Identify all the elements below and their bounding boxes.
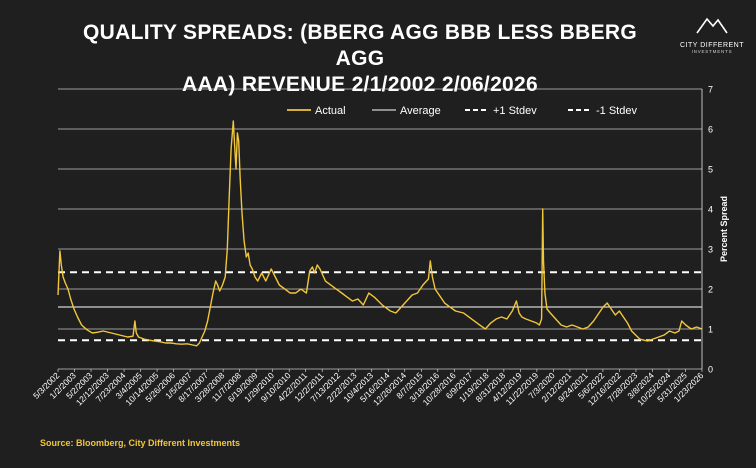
- chart-title-line1: QUALITY SPREADS: (BBERG AGG BBB LESS BBE…: [83, 21, 637, 70]
- y-tick-label: 4: [708, 205, 713, 215]
- company-logo: CITY DIFFERENT INVESTMENTS: [672, 14, 752, 64]
- legend-label: -1 Stdev: [596, 105, 637, 117]
- series-layer: [57, 120, 703, 347]
- legend: Actual Average +1 Stdev -1 Stdev: [287, 105, 637, 117]
- chart-title: QUALITY SPREADS: (BBERG AGG BBB LESS BBE…: [60, 20, 660, 98]
- logo-name: CITY DIFFERENT: [679, 42, 745, 49]
- y-axis-label: Percent Spread: [719, 196, 729, 262]
- legend-label: Actual: [315, 105, 346, 117]
- y-axis: 0 1 2 3 4 5 6 7: [701, 85, 713, 375]
- y-tick-label: 3: [708, 245, 713, 255]
- mountain-logo-icon: [696, 17, 728, 34]
- source-note: Source: Bloomberg, City Different Invest…: [40, 438, 241, 448]
- y-tick-label: 7: [708, 85, 713, 95]
- y-tick-label: 2: [708, 285, 713, 295]
- actual-series-line: [57, 120, 703, 347]
- legend-label: Average: [400, 105, 441, 117]
- legend-label: +1 Stdev: [493, 105, 537, 117]
- chart-title-line2: AAA) REVENUE 2/1/2002 2/06/2026: [182, 73, 538, 96]
- y-tick-label: 0: [708, 365, 713, 375]
- y-tick-label: 5: [708, 165, 713, 175]
- x-axis: 5/3/20021/2/20035/2/200312/12/20037/23/2…: [31, 369, 706, 407]
- y-tick-label: 6: [708, 125, 713, 135]
- logo-subtitle: INVESTMENTS: [691, 49, 733, 54]
- gridlines: [58, 88, 702, 370]
- reference-lines: [58, 271, 702, 342]
- y-tick-label: 1: [708, 325, 713, 335]
